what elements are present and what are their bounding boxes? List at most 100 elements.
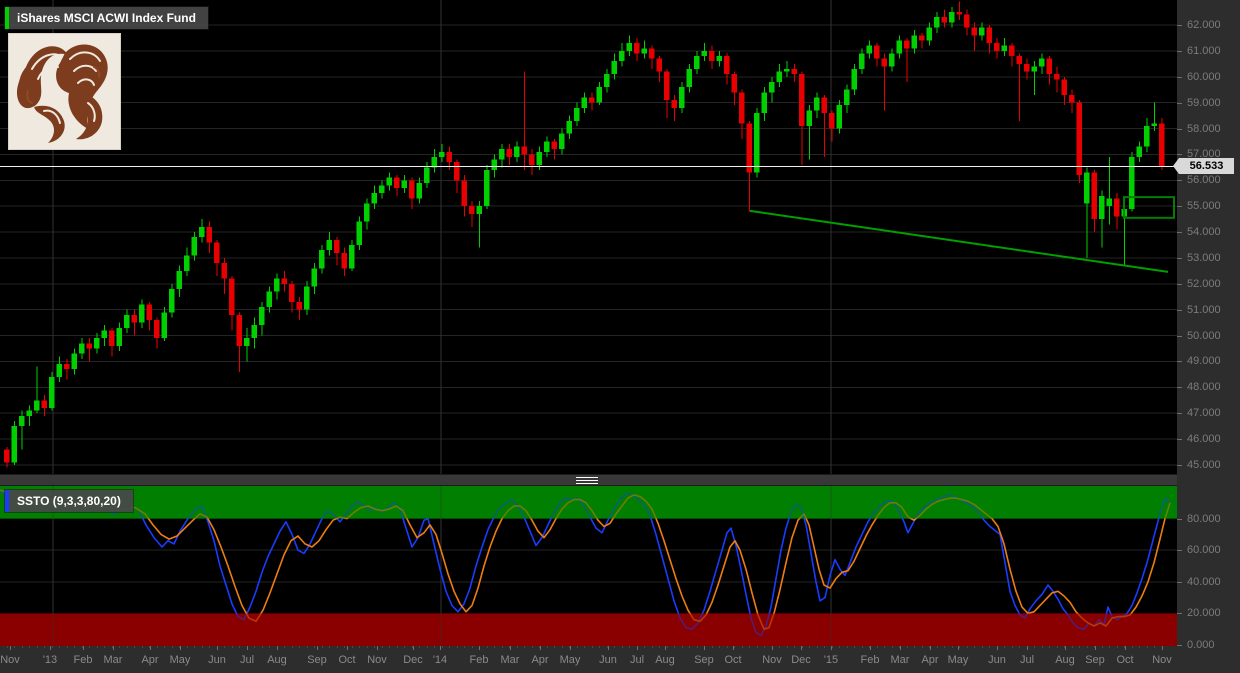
candle-body[interactable]: [1039, 58, 1045, 67]
candle-body[interactable]: [454, 162, 460, 181]
candle-body[interactable]: [716, 56, 723, 62]
candle-body[interactable]: [431, 157, 438, 168]
candle-body[interactable]: [1031, 66, 1038, 72]
candle-body[interactable]: [521, 146, 528, 155]
candle-body[interactable]: [71, 353, 78, 370]
candle-body[interactable]: [191, 237, 198, 256]
ssto-indicator-panel[interactable]: [0, 486, 1177, 646]
candle-body[interactable]: [611, 61, 618, 75]
candle-body[interactable]: [1106, 198, 1113, 207]
candle-body[interactable]: [1084, 172, 1090, 204]
candle-body[interactable]: [694, 56, 700, 69]
candle-body[interactable]: [649, 48, 655, 59]
candle-body[interactable]: [746, 123, 753, 173]
candle-body[interactable]: [949, 12, 955, 23]
candle-body[interactable]: [964, 14, 970, 28]
candle-body[interactable]: [341, 252, 348, 269]
candle-body[interactable]: [664, 71, 670, 101]
candlestick-chart[interactable]: [0, 0, 1177, 474]
candle-body[interactable]: [409, 180, 415, 199]
candle-body[interactable]: [1009, 45, 1015, 57]
candle-body[interactable]: [424, 167, 430, 183]
price-chart-panel[interactable]: [0, 0, 1177, 474]
candle-body[interactable]: [1129, 157, 1135, 209]
candle-body[interactable]: [281, 278, 288, 284]
candle-body[interactable]: [829, 113, 835, 129]
candle-body[interactable]: [1054, 74, 1060, 80]
candle-body[interactable]: [1099, 195, 1105, 220]
candle-body[interactable]: [199, 226, 205, 238]
candle-body[interactable]: [1151, 123, 1158, 126]
candle-body[interactable]: [574, 107, 580, 121]
candle-body[interactable]: [94, 338, 100, 349]
candle-body[interactable]: [251, 325, 258, 339]
candle-body[interactable]: [589, 97, 595, 103]
candle-body[interactable]: [701, 50, 708, 57]
candle-body[interactable]: [1069, 94, 1075, 103]
candle-body[interactable]: [56, 364, 63, 377]
support-box[interactable]: [1123, 196, 1175, 219]
candle-body[interactable]: [934, 17, 940, 28]
candle-body[interactable]: [124, 314, 130, 328]
candle-body[interactable]: [491, 159, 498, 170]
candle-body[interactable]: [634, 43, 640, 54]
candle-body[interactable]: [514, 146, 520, 157]
candle-body[interactable]: [979, 27, 985, 36]
panel-splitter[interactable]: [0, 474, 1177, 486]
candle-body[interactable]: [626, 43, 633, 51]
candle-body[interactable]: [139, 304, 145, 323]
candle-body[interactable]: [184, 255, 190, 271]
candle-body[interactable]: [851, 69, 858, 90]
candle-body[interactable]: [364, 203, 370, 222]
candle-body[interactable]: [679, 87, 685, 108]
candle-body[interactable]: [596, 87, 603, 103]
candle-body[interactable]: [709, 50, 715, 62]
candles-group[interactable]: [4, 1, 1165, 468]
candle-body[interactable]: [731, 74, 738, 93]
candle-body[interactable]: [986, 27, 993, 44]
candle-body[interactable]: [821, 97, 828, 113]
candle-body[interactable]: [919, 35, 925, 41]
candle-body[interactable]: [34, 400, 40, 411]
candle-body[interactable]: [776, 71, 783, 82]
candle-body[interactable]: [656, 58, 663, 72]
candle-body[interactable]: [859, 53, 865, 69]
candle-body[interactable]: [154, 320, 160, 339]
candle-body[interactable]: [176, 270, 183, 289]
candle-body[interactable]: [1076, 102, 1083, 176]
candle-body[interactable]: [1046, 58, 1053, 75]
candle-body[interactable]: [484, 169, 490, 207]
candle-body[interactable]: [49, 377, 55, 409]
candle-body[interactable]: [146, 304, 153, 321]
candle-body[interactable]: [11, 426, 18, 463]
candle-body[interactable]: [544, 141, 550, 152]
candle-body[interactable]: [1001, 45, 1008, 51]
candle-body[interactable]: [1024, 63, 1030, 72]
candle-body[interactable]: [941, 17, 948, 23]
candle-body[interactable]: [356, 221, 363, 245]
candle-body[interactable]: [836, 105, 843, 129]
candle-body[interactable]: [274, 278, 280, 292]
candle-body[interactable]: [724, 56, 730, 75]
candle-body[interactable]: [904, 40, 910, 49]
candle-body[interactable]: [79, 343, 85, 354]
candle-body[interactable]: [1061, 79, 1068, 95]
candle-body[interactable]: [881, 58, 888, 67]
candle-body[interactable]: [221, 263, 228, 279]
candle-body[interactable]: [1144, 125, 1150, 147]
candle-body[interactable]: [131, 314, 138, 323]
candle-body[interactable]: [214, 242, 220, 264]
candle-body[interactable]: [169, 289, 175, 313]
candle-body[interactable]: [289, 283, 295, 302]
candle-body[interactable]: [896, 40, 903, 54]
candle-body[interactable]: [499, 149, 505, 160]
candle-body[interactable]: [566, 120, 573, 134]
candle-body[interactable]: [229, 278, 235, 315]
candle-body[interactable]: [604, 74, 610, 88]
candle-body[interactable]: [806, 110, 813, 126]
candle-body[interactable]: [581, 97, 588, 108]
candle-body[interactable]: [971, 27, 978, 36]
candle-body[interactable]: [416, 182, 423, 199]
candle-body[interactable]: [814, 97, 820, 111]
candle-body[interactable]: [304, 286, 310, 310]
